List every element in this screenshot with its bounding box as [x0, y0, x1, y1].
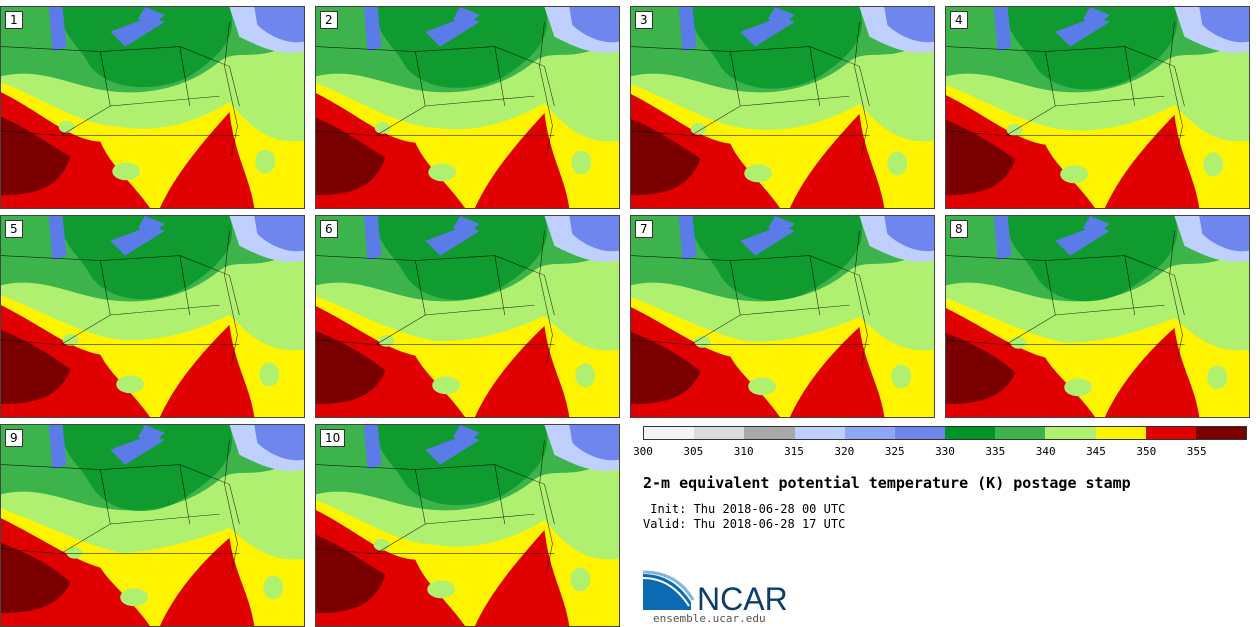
colorbar-tick-label: 310	[733, 445, 754, 458]
panel-number: 7	[635, 220, 653, 238]
colorbar-tick-label: 335	[985, 445, 1006, 458]
panel-number: 4	[950, 11, 968, 29]
colorbar-segment	[794, 427, 845, 439]
colorbar-ticks: 300 305 310 315 320 325 330 335 340 345 350 355	[633, 445, 1247, 459]
panel-number: 1	[5, 11, 23, 29]
colorbar-tick-label: 325	[884, 445, 905, 458]
colorbar-segment	[1095, 427, 1146, 439]
ncar-logo: NCAR	[642, 570, 793, 617]
map-panel: 4	[945, 6, 1250, 209]
panel-number: 5	[5, 220, 23, 238]
panel-number: 8	[950, 220, 968, 238]
map-panel: 2	[315, 6, 620, 209]
panel-number: 10	[320, 429, 346, 447]
colorbar	[643, 426, 1247, 440]
init-time: Init: Thu 2018-06-28 00 UTC	[643, 502, 846, 516]
colorbar-tick-label: 355	[1186, 445, 1207, 458]
colorbar-tick-label: 300	[633, 445, 653, 458]
figure-title: 2-m equivalent potential temperature (K)…	[643, 474, 1131, 492]
colorbar-segment	[694, 427, 745, 439]
colorbar-segment	[1045, 427, 1096, 439]
colorbar-segment	[945, 427, 996, 439]
colorbar-tick-label: 330	[935, 445, 955, 458]
colorbar-tick-label: 320	[834, 445, 855, 458]
colorbar-tick-label: 340	[1035, 445, 1056, 458]
colorbar-segment	[1145, 427, 1196, 439]
colorbar-tick-label: 345	[1086, 445, 1106, 458]
panel-number: 2	[320, 11, 338, 29]
map-panel: 6	[315, 215, 620, 418]
map-panel: 5	[0, 215, 305, 418]
colorbar-segment	[744, 427, 795, 439]
colorbar-segment	[644, 427, 695, 439]
panel-number: 3	[635, 11, 653, 29]
map-panel: 7	[630, 215, 935, 418]
map-panel: 3	[630, 6, 935, 209]
valid-time: Valid: Thu 2018-06-28 17 UTC	[643, 517, 846, 531]
map-panel: 8	[945, 215, 1250, 418]
colorbar-tick-label: 315	[784, 445, 804, 458]
colorbar-segment	[1195, 427, 1247, 439]
panel-number: 6	[320, 220, 338, 238]
ncar-logo-text: NCAR	[697, 581, 788, 614]
colorbar-segment	[844, 427, 895, 439]
colorbar-segment	[995, 427, 1046, 439]
colorbar-tick-label: 305	[683, 445, 704, 458]
map-panel: 9	[0, 424, 305, 627]
colorbar-segment	[894, 427, 946, 439]
ncar-url: ensemble.ucar.edu	[653, 612, 766, 625]
panel-number: 9	[5, 429, 23, 447]
map-panel: 1	[0, 6, 305, 209]
map-panel: 10	[315, 424, 620, 627]
colorbar-tick-label: 350	[1136, 445, 1157, 458]
